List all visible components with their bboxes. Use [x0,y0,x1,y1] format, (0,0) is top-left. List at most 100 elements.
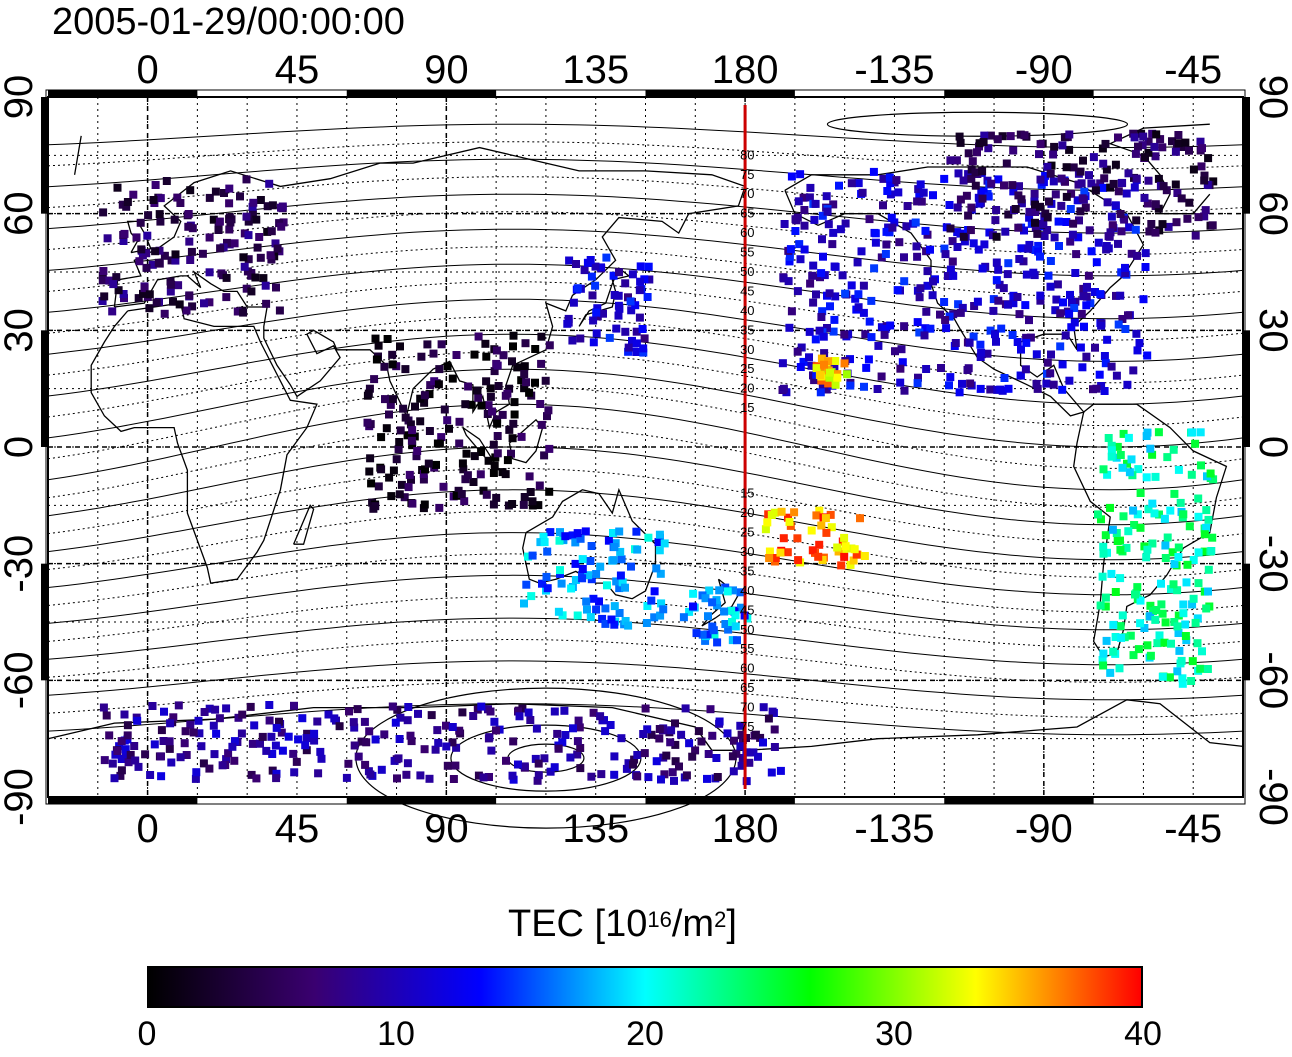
tec-point [166,719,175,728]
tec-point [1040,232,1049,240]
tec-point [1062,163,1071,172]
nz-coast [701,578,740,627]
tec-point [184,222,193,231]
tec-point [1169,445,1178,454]
tec-point [1008,181,1017,190]
tec-point [443,416,452,425]
map-frame [41,89,1250,805]
tec-point [350,723,359,732]
tec-point [408,441,417,450]
tec-point [1114,187,1123,196]
tec-point [787,307,796,316]
tec-point [936,310,944,319]
tec-point [822,192,831,201]
tec-point [977,348,986,357]
tec-point [1181,138,1190,147]
tec-point [1136,619,1145,628]
tec-point [397,480,406,489]
tec-point [1062,218,1071,226]
tec-point [799,193,808,202]
tec-point [439,482,448,491]
tec-point [141,750,150,759]
tec-point [645,275,654,284]
tec-point [691,746,700,755]
tec-point [796,170,805,179]
tec-point [452,351,461,359]
tec-point [785,517,794,526]
tec-point [984,144,993,153]
tec-point [1046,369,1055,378]
tec-point [703,774,711,783]
tec-point [102,711,111,720]
tec-point [632,339,641,348]
tec-point [655,530,664,539]
tec-point [826,510,835,519]
tec-point [1019,257,1028,266]
tec-point [470,350,479,359]
tec-point [209,721,218,730]
tec-point [545,487,554,496]
tec-point [1125,468,1134,477]
tec-point [474,393,483,402]
tec-point [448,374,457,383]
tec-point [1014,223,1023,232]
tec-point [571,576,580,584]
tec-point [1002,159,1011,168]
tec-point [1118,611,1127,620]
tec-point [1189,594,1198,603]
tec-point [840,359,849,368]
tec-point [1107,441,1116,450]
tec-point [575,723,584,732]
tec-point [860,552,869,560]
tec-point [1194,494,1203,503]
tec-point [1050,142,1059,151]
tec-point [1150,509,1159,518]
tec-point [1077,309,1086,318]
tec-point [1191,231,1200,240]
tec-point [962,191,971,200]
tec-point [265,179,274,188]
tec-point [458,459,467,468]
tec-point [406,731,415,740]
tec-point [618,578,627,587]
tec-point [1031,218,1039,227]
tec-point [589,594,598,603]
tec-point [733,636,741,645]
tec-point [144,211,153,220]
tec-point [953,203,962,212]
tec-point [814,552,823,561]
tec-point [1099,183,1108,192]
tec-point [633,545,642,554]
tec-point [109,280,118,289]
tec-point [1140,624,1149,632]
top-lon-tick: 90 [424,48,469,92]
tec-point [994,265,1003,274]
tec-point [759,703,768,712]
tec-point [1107,212,1116,221]
tec-point [1099,649,1108,658]
mlat-label: 75 [740,719,754,734]
tec-point [1080,187,1089,196]
tec-point [391,718,400,727]
tec-point [865,317,874,326]
tec-point [507,449,515,458]
tec-point [248,739,257,748]
tec-point [572,260,580,268]
tec-point [994,296,1003,305]
tec-point [537,332,546,341]
tec-point [647,596,656,605]
tec-point [1174,139,1183,148]
tec-point [989,295,998,304]
tec-point [123,721,132,730]
tec-point [1147,220,1156,228]
tec-point [879,174,888,183]
colorbar-title: TEC [1016/m2] [508,903,737,945]
tec-point [694,727,703,736]
tec-point [394,445,403,454]
tec-point [1120,215,1129,224]
tec-point [1170,618,1179,626]
tec-point [610,620,619,629]
tec-point [948,257,957,266]
tec-point [371,334,380,343]
tec-point [226,218,235,227]
